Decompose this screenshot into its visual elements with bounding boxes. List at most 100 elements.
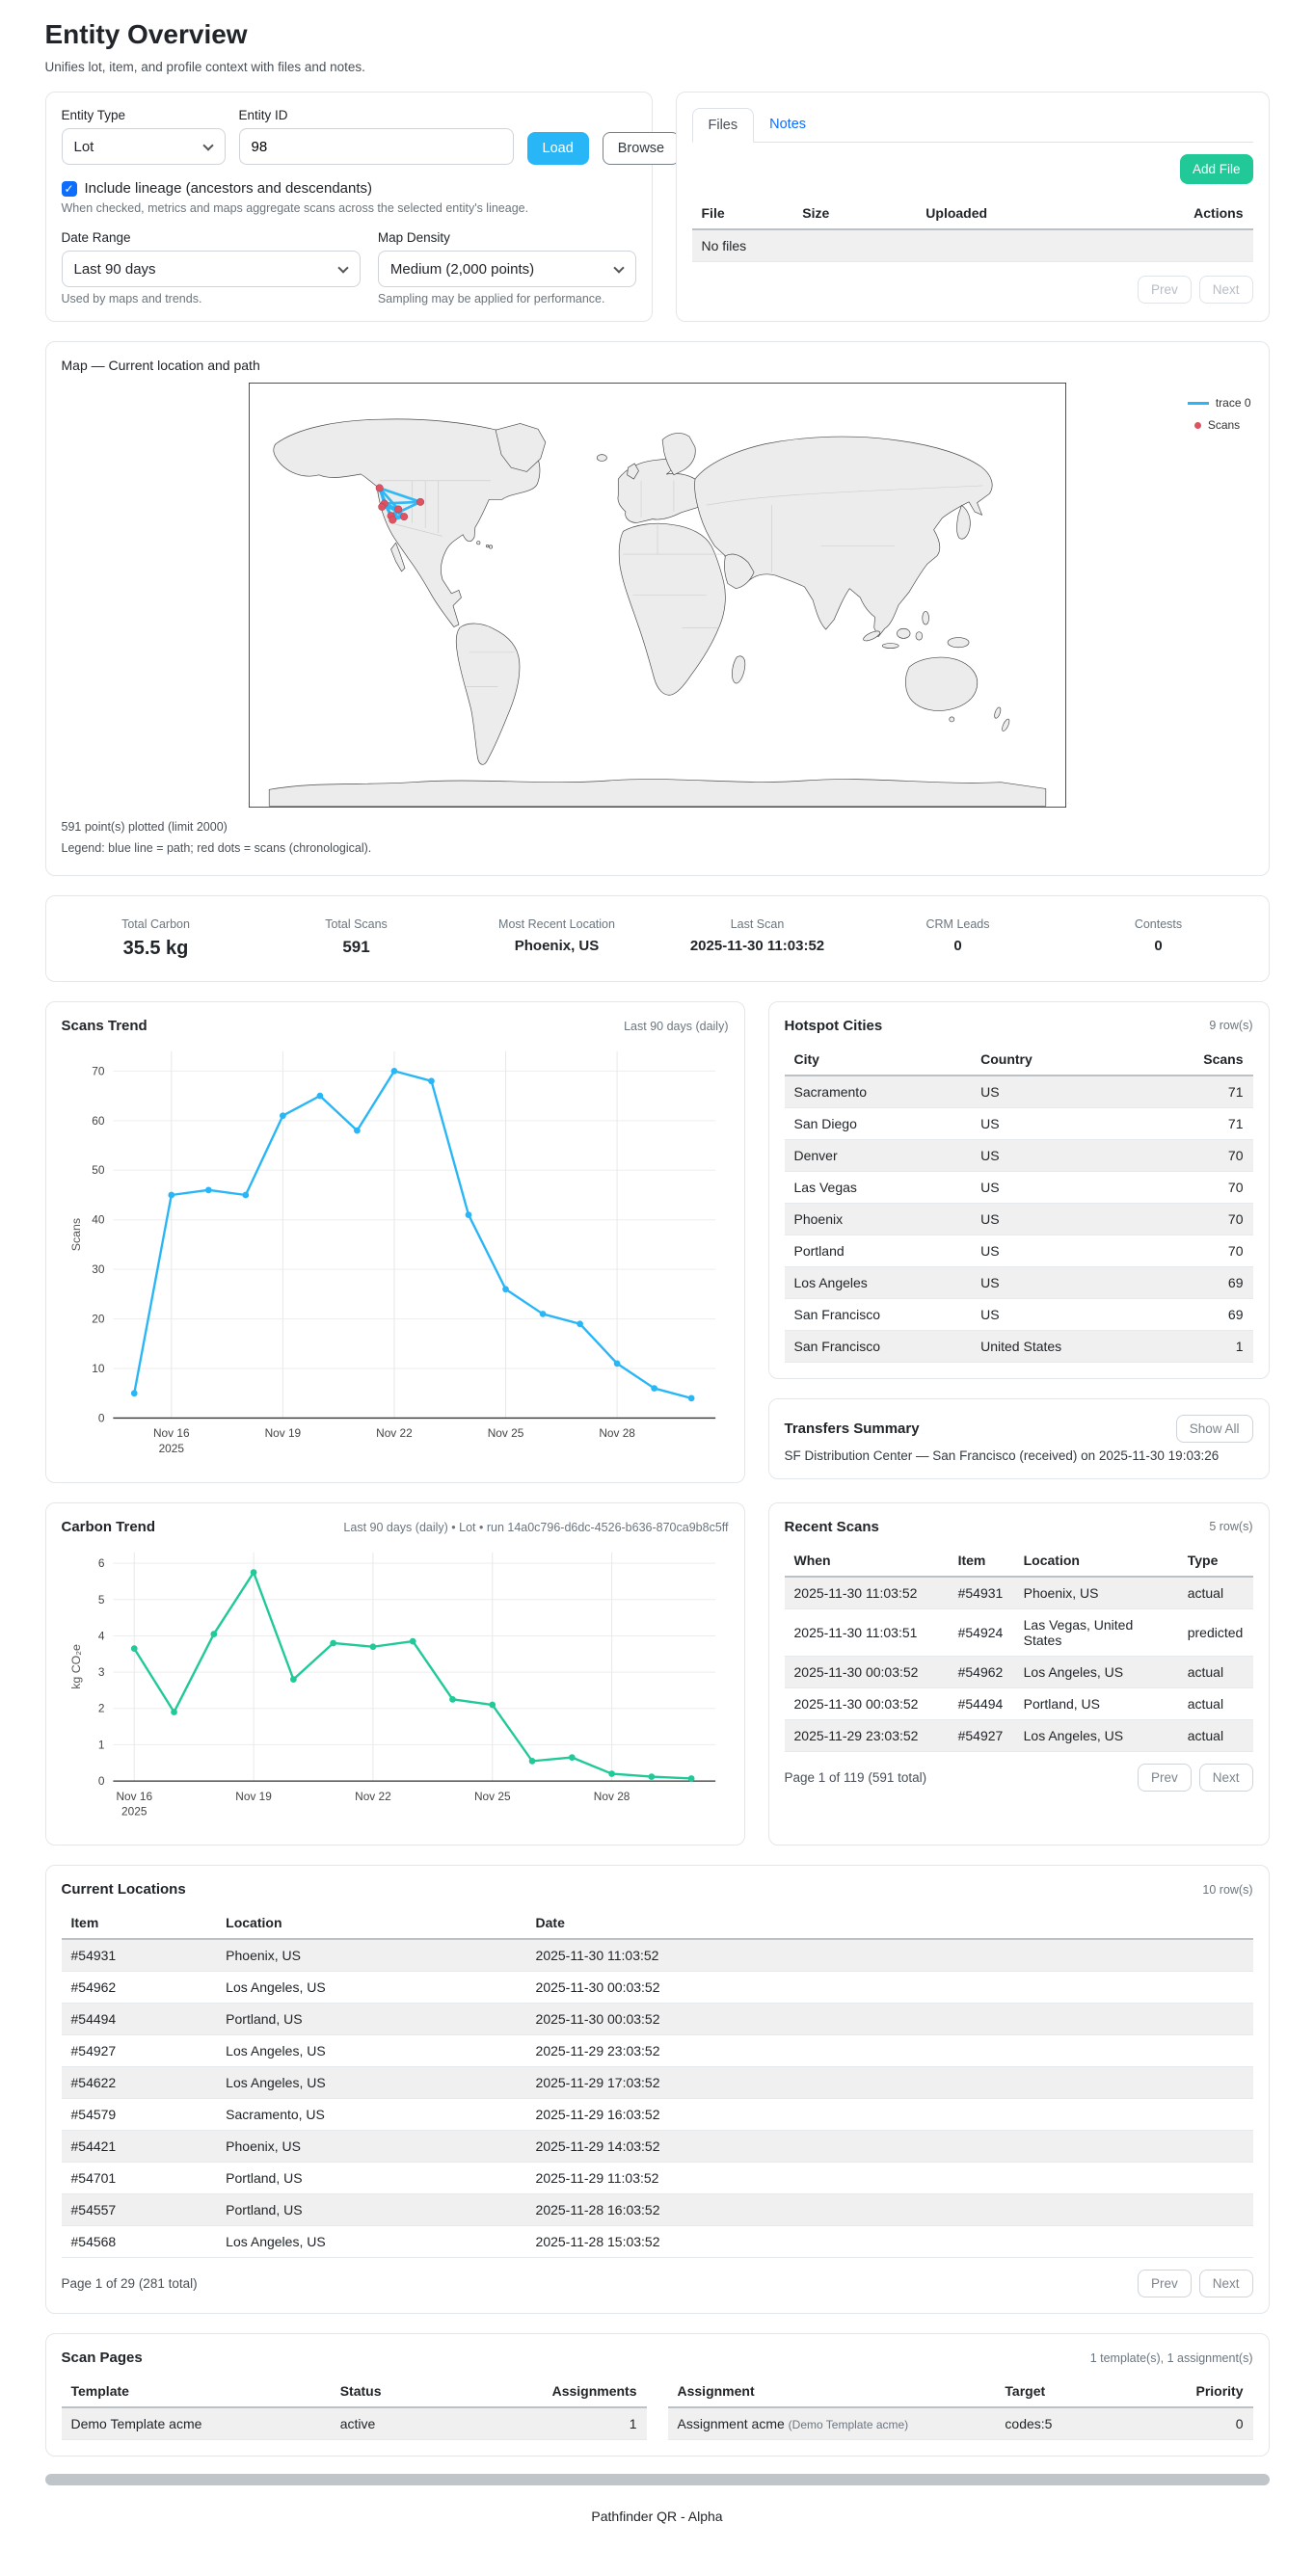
svg-text:5: 5	[97, 1592, 104, 1606]
cell: Portland, US	[216, 2162, 526, 2195]
cell: #54579	[61, 2098, 217, 2132]
table-row: 2025-11-30 11:03:52 #54931 Phoenix, US actu…	[784, 1576, 1253, 1609]
bottom-scrollbar[interactable]	[44, 2474, 1270, 2486]
svg-text:Nov 25: Nov 25	[473, 1790, 510, 1803]
date-range-select[interactable]: Last 90 days	[61, 251, 361, 287]
svg-text:Scans: Scans	[68, 1218, 82, 1251]
svg-text:Nov 28: Nov 28	[599, 1426, 635, 1440]
next-button[interactable]: Next	[1198, 276, 1253, 304]
table-row: 2025-11-30 11:03:51 #54924 Las Vegas, Unit…	[784, 1608, 1253, 1657]
cell: Los Angeles, US	[216, 2225, 526, 2259]
column-header: Target	[995, 2376, 1137, 2409]
recent-scans-row-count: 5 row(s)	[1209, 1520, 1253, 1534]
cell: actual	[1177, 1656, 1253, 1688]
cell: 70	[1148, 1139, 1253, 1172]
map-density-select[interactable]: Medium (2,000 points)	[377, 251, 636, 287]
cell: Los Angeles, US	[1013, 1656, 1178, 1688]
hotspot-cities-card: Hotspot Cities 9 row(s) City Country Sca…	[767, 1000, 1270, 1379]
cell: 69	[1148, 1298, 1253, 1331]
column-header: Size	[792, 198, 917, 230]
cell: 2025-11-28 16:03:52	[525, 2193, 1253, 2227]
add-file-button[interactable]: Add File	[1179, 154, 1253, 184]
svg-text:4: 4	[97, 1629, 104, 1642]
tab-notes[interactable]: Notes	[769, 117, 807, 132]
table-row: Phoenix US 70	[784, 1203, 1253, 1235]
table-row: Los Angeles US 69	[784, 1266, 1253, 1299]
cell: San Francisco	[784, 1330, 972, 1363]
table-row: #54421 Phoenix, US 2025-11-29 14:03:52	[61, 2130, 1253, 2164]
entity-type-select[interactable]: Lot	[61, 128, 226, 165]
table-row: San Francisco United States 1	[784, 1330, 1253, 1363]
cell: US	[971, 1266, 1149, 1299]
svg-text:50: 50	[92, 1163, 105, 1177]
template-assignments: 1	[517, 2407, 647, 2441]
cell: #54962	[61, 1971, 217, 2005]
stat-crm-leads: CRM Leads 0	[925, 916, 990, 954]
show-all-button[interactable]: Show All	[1175, 1414, 1253, 1443]
svg-text:70: 70	[92, 1064, 105, 1077]
table-row: #54494 Portland, US 2025-11-30 00:03:52	[61, 2003, 1253, 2036]
column-header: Scans	[1148, 1043, 1253, 1076]
table-row: Denver US 70	[784, 1139, 1253, 1172]
cell: Los Angeles, US	[1013, 1719, 1178, 1752]
cell: 69	[1148, 1266, 1253, 1299]
svg-text:40: 40	[92, 1212, 105, 1226]
scan-pages-card: Scan Pages 1 template(s), 1 assignment(s…	[44, 2333, 1270, 2457]
cell: US	[971, 1298, 1149, 1331]
browse-button[interactable]: Browse	[602, 132, 681, 165]
cell: 2025-11-29 17:03:52	[525, 2066, 1253, 2100]
hotspot-row-count: 9 row(s)	[1209, 1019, 1253, 1033]
column-header: Location	[216, 1907, 526, 1941]
cell: 2025-11-30 00:03:52	[525, 1971, 1253, 2005]
cell: actual	[1177, 1687, 1253, 1720]
entity-id-label: Entity ID	[238, 108, 288, 122]
map-card: Map — Current location and path	[44, 341, 1270, 876]
map-caption-line2: Legend: blue line = path; red dots = sca…	[61, 840, 372, 855]
current-locations-row-count: 10 row(s)	[1202, 1882, 1253, 1897]
cell: #54962	[948, 1656, 1014, 1688]
column-header: City	[784, 1043, 972, 1076]
table-row: San Diego US 71	[784, 1107, 1253, 1140]
table-row: #54701 Portland, US 2025-11-29 11:03:52	[61, 2162, 1253, 2195]
next-button[interactable]: Next	[1198, 2270, 1253, 2298]
column-header: Location	[1013, 1544, 1178, 1578]
template-name: Demo Template acme	[61, 2407, 331, 2441]
include-lineage-label: Include lineage (ancestors and descendan…	[84, 180, 373, 197]
table-row: #54927 Los Angeles, US 2025-11-29 23:03:52	[61, 2034, 1253, 2068]
chevron-down-icon	[612, 262, 625, 274]
table-row: Demo Template acme active 1	[61, 2407, 647, 2441]
templates-table: Template Status Assignments Demo Templat…	[61, 2376, 647, 2441]
stat-total-carbon: Total Carbon 35.5 kg	[121, 916, 190, 959]
svg-text:0: 0	[97, 1774, 104, 1788]
cell: #54931	[948, 1576, 1014, 1609]
assignment-note: (Demo Template acme)	[788, 2418, 909, 2432]
prev-button[interactable]: Prev	[1137, 276, 1192, 304]
tab-files[interactable]: Files	[691, 108, 755, 143]
pagination-status: Page 1 of 29 (281 total)	[61, 2276, 198, 2292]
cell: actual	[1177, 1719, 1253, 1752]
cell: 2025-11-30 00:03:52	[784, 1687, 949, 1720]
svg-text:6: 6	[97, 1556, 104, 1570]
legend-item-scans[interactable]: Scans	[1188, 418, 1251, 432]
legend-item-trace0[interactable]: trace 0	[1187, 396, 1251, 410]
prev-button[interactable]: Prev	[1137, 1763, 1192, 1792]
world-map[interactable]	[248, 383, 1066, 808]
stats-card: Total Carbon 35.5 kg Total Scans 591 Mos…	[44, 894, 1270, 982]
load-button[interactable]: Load	[526, 132, 589, 165]
cell: #54931	[61, 1939, 217, 1973]
cell: Las Vegas	[784, 1171, 972, 1204]
next-button[interactable]: Next	[1198, 1763, 1253, 1792]
column-header: Assignment	[667, 2376, 996, 2409]
scans-trend-card: Scans Trend Last 90 days (daily) 0 10 20 30…	[44, 1000, 745, 1483]
cell: 70	[1148, 1235, 1253, 1267]
cell: #54924	[948, 1608, 1014, 1657]
entity-type-value: Lot	[73, 138, 94, 155]
date-range-value: Last 90 days	[73, 260, 156, 278]
include-lineage-checkbox[interactable]: ✓	[61, 180, 77, 197]
cell: Los Angeles, US	[216, 2034, 526, 2068]
entity-id-input[interactable]	[238, 128, 514, 165]
prev-button[interactable]: Prev	[1137, 2270, 1192, 2298]
cell: 2025-11-29 11:03:52	[525, 2162, 1253, 2195]
scans-trend-chart: 0 10 20 30 40 50 60 70 Nov 16 2025 Nov 19 Nov 22 Nov…	[62, 1038, 729, 1467]
svg-text:0: 0	[97, 1411, 104, 1424]
